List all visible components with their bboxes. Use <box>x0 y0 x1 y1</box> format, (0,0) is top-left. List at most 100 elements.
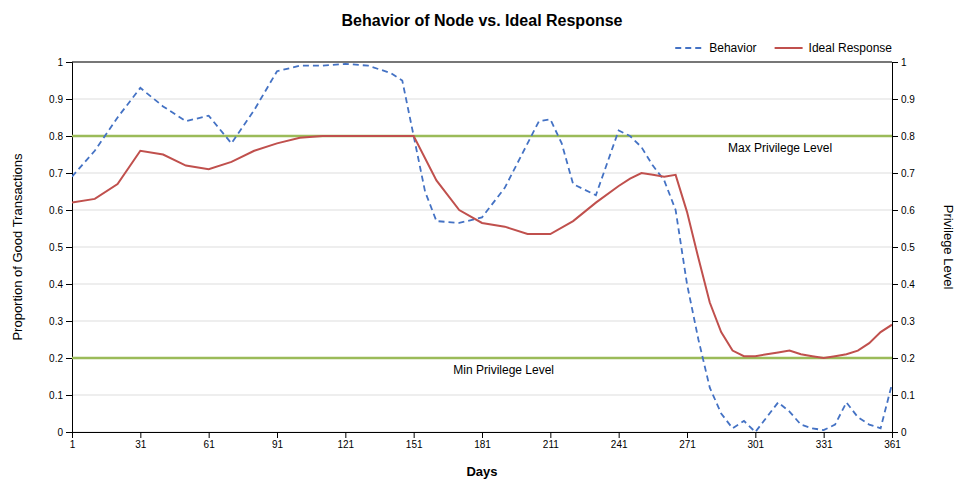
tick: 361 <box>884 432 901 450</box>
tick: 31 <box>135 432 147 450</box>
tick: 0.8 <box>49 131 72 142</box>
tick: 0.5 <box>892 242 915 253</box>
tick: 1 <box>70 432 76 450</box>
tick-label: 211 <box>543 439 559 450</box>
axis-line <box>73 433 893 439</box>
tick: 271 <box>679 432 696 450</box>
legend-label: Ideal Response <box>809 41 893 55</box>
tick-label: 121 <box>337 439 354 450</box>
tick-label: 0.9 <box>49 94 63 105</box>
tick-label: 0 <box>901 427 907 438</box>
tick-label: 1 <box>70 439 76 450</box>
tick-label: 301 <box>747 439 764 450</box>
tick-mark <box>892 210 898 211</box>
y-axis-title: Proportion of Good Transactions <box>10 153 25 341</box>
legend-label: Behavior <box>709 41 756 55</box>
reference-line <box>72 357 892 360</box>
grid-line <box>72 62 892 63</box>
tick-mark <box>892 136 898 137</box>
tick-mark <box>66 210 72 211</box>
tick-label: 31 <box>135 439 147 450</box>
tick-label: 91 <box>272 439 284 450</box>
legend-item: Ideal Response <box>775 41 893 55</box>
grid-line <box>72 247 892 248</box>
tick-mark <box>550 432 551 438</box>
y-axis: 0 0.1 0.2 0.3 0.4 0.5 0.6 0.7 0.8 0.9 1 <box>49 57 72 438</box>
grid-line <box>72 395 892 396</box>
tick-label: 0.7 <box>49 168 63 179</box>
tick: 0.9 <box>892 94 915 105</box>
x-axis: 1 31 61 91 121 151 181 211 241 271 301 331 361 <box>70 432 902 450</box>
tick-label: 241 <box>611 439 628 450</box>
tick-mark <box>414 432 415 438</box>
tick: 91 <box>272 432 284 450</box>
tick-label: 1 <box>901 57 907 68</box>
tick: 0.7 <box>892 168 915 179</box>
tick: 0.8 <box>892 131 915 142</box>
tick-mark <box>66 432 72 433</box>
tick-label: 0 <box>57 427 63 438</box>
grid <box>72 62 892 432</box>
tick-mark <box>209 432 210 438</box>
legend-swatch <box>675 47 703 49</box>
x-axis-title: Days <box>466 464 497 479</box>
tick: 331 <box>816 432 833 450</box>
tick-label: 0.4 <box>901 279 915 290</box>
tick: 0.2 <box>892 353 915 364</box>
tick-label: 0.2 <box>49 353 63 364</box>
tick: 0.7 <box>49 168 72 179</box>
tick-mark <box>66 321 72 322</box>
tick-label: 271 <box>679 439 696 450</box>
tick-mark <box>66 247 72 248</box>
tick-mark <box>892 432 898 433</box>
grid-line <box>72 284 892 285</box>
tick: 0.9 <box>49 94 72 105</box>
tick-mark <box>619 432 620 438</box>
legend-swatch <box>775 47 803 49</box>
tick: 151 <box>406 432 423 450</box>
tick: 0.1 <box>49 390 72 401</box>
tick: 0.4 <box>49 279 72 290</box>
tick-label: 61 <box>204 439 216 450</box>
tick-mark <box>892 321 898 322</box>
series-line <box>72 136 892 358</box>
tick-mark <box>482 432 483 438</box>
tick-mark <box>687 432 688 438</box>
tick: 0.6 <box>892 205 915 216</box>
axis-line <box>66 63 73 433</box>
tick: 0.5 <box>49 242 72 253</box>
y2-axis: 00.10.20.30.40.50.60.70.80.91 <box>892 57 915 438</box>
tick-label: 0.4 <box>49 279 63 290</box>
tick-mark <box>892 99 898 100</box>
tick: 241 <box>611 432 628 450</box>
tick-label: 0.6 <box>901 205 915 216</box>
grid-line <box>72 358 892 359</box>
tick: 1 <box>892 57 907 68</box>
tick-label: 181 <box>474 439 491 450</box>
marks <box>72 64 892 432</box>
tick-mark <box>892 247 898 248</box>
tick-mark <box>277 432 278 438</box>
tick-label: 0.8 <box>901 131 915 142</box>
tick: 1 <box>57 57 72 68</box>
tick-mark <box>892 395 898 396</box>
series-line <box>72 64 892 432</box>
tick: 0.3 <box>49 316 72 327</box>
tick-label: 0.5 <box>901 242 915 253</box>
reference-line <box>72 135 892 138</box>
annotation: Max Privilege Level <box>728 141 832 155</box>
plot: 131619112115118121124127130133136100.10.… <box>49 57 915 450</box>
tick-label: 0.9 <box>901 94 915 105</box>
tick: 0.4 <box>892 279 915 290</box>
tick-label: 1 <box>57 57 63 68</box>
tick: 61 <box>204 432 216 450</box>
title: Behavior of Node vs. Ideal Response <box>342 12 623 29</box>
tick-label: 0.6 <box>49 205 63 216</box>
tick-mark <box>66 284 72 285</box>
tick-label: 0.2 <box>901 353 915 364</box>
annotation: Min Privilege Level <box>453 363 554 377</box>
tick: 0.1 <box>892 390 915 401</box>
tick-mark <box>892 173 898 174</box>
tick-label: 0.3 <box>49 316 63 327</box>
tick-mark <box>824 432 825 438</box>
